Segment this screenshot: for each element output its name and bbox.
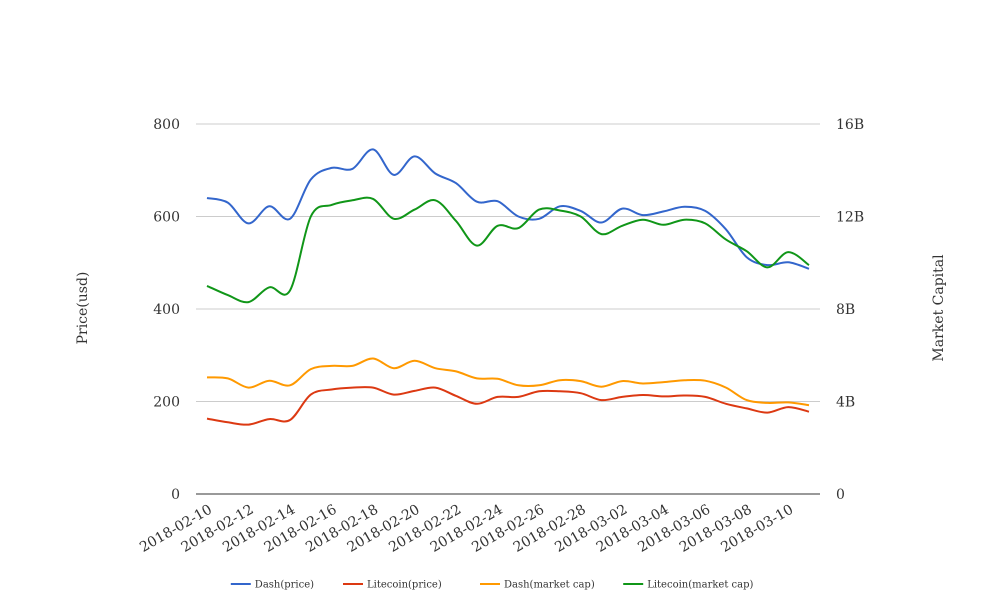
x-axis: 2018-02-102018-02-122018-02-142018-02-16… <box>137 502 796 556</box>
series-line-litecoin-price <box>206 386 810 426</box>
y-left-tick-label: 200 <box>153 395 180 411</box>
y-right-tick-label: 16B <box>836 117 864 133</box>
legend-label-dash-market-cap: Dash(market cap) <box>504 580 595 591</box>
series-line-litecoin-market-cap <box>206 196 810 304</box>
y-left-tick-label: 0 <box>171 487 180 503</box>
y-right-tick-label: 8B <box>836 302 855 318</box>
legend-label-dash-price: Dash(price) <box>255 580 314 591</box>
legend: Dash(price) Litecoin(price) Dash(market ca… <box>230 580 753 591</box>
series-line-dash-market-cap <box>206 357 810 407</box>
y-right-axis: 0 4B 8B 12B 16B <box>836 117 864 503</box>
y-left-tick-label: 400 <box>153 302 180 318</box>
y-right-axis-title: Market Capital <box>931 254 947 362</box>
y-right-tick-label: 4B <box>836 395 855 411</box>
series-lines <box>206 148 810 426</box>
y-left-tick-label: 800 <box>153 117 180 133</box>
series-line-dash-price <box>206 148 810 270</box>
y-left-axis: 0 200 400 600 800 <box>153 117 180 503</box>
y-right-tick-label: 0 <box>836 487 845 503</box>
y-left-tick-label: 600 <box>153 210 180 226</box>
y-left-axis-title: Price(usd) <box>75 272 91 345</box>
y-right-tick-label: 12B <box>836 210 864 226</box>
gridlines <box>196 123 820 495</box>
legend-label-litecoin-price: Litecoin(price) <box>367 580 442 591</box>
legend-label-litecoin-market-cap: Litecoin(market cap) <box>647 580 753 591</box>
